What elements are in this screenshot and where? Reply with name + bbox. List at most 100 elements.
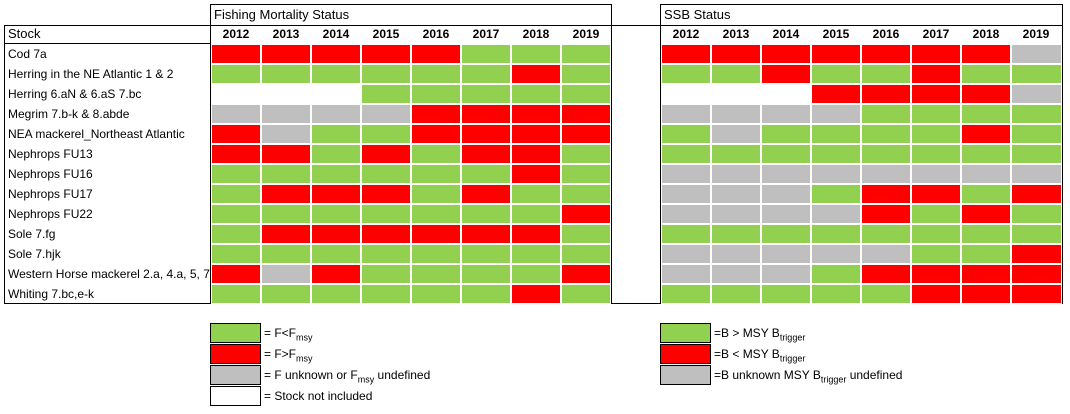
fishing-status-cell xyxy=(361,284,411,304)
fishing-legend-label: = Stock not included xyxy=(264,386,484,406)
fishing-status-cell xyxy=(311,184,361,204)
ssb-status-cell xyxy=(961,44,1011,64)
fishing-status-cell xyxy=(261,104,311,124)
ssb-status-cell xyxy=(1011,244,1062,264)
fishing-status-cell xyxy=(411,164,461,184)
ssb-legend-swatch xyxy=(660,323,711,343)
ssb-legend-swatch xyxy=(660,365,711,385)
ssb-status-cell xyxy=(1011,264,1062,284)
fishing-status-cell xyxy=(261,224,311,244)
fishing-status-cell xyxy=(261,144,311,164)
fishing-status-cell xyxy=(311,44,361,64)
ssb-legend-label: =B > MSY Btrigger xyxy=(714,323,934,343)
fishing-year-2012: 2012 xyxy=(222,27,250,41)
stock-name: Nephrops FU16 xyxy=(8,167,93,181)
ssb-status-cell xyxy=(711,84,761,104)
fishing-status-cell xyxy=(261,244,311,264)
fishing-status-cell xyxy=(411,64,461,84)
fishing-legend-label: = F>Fmsy xyxy=(264,344,484,364)
ssb-status-cell xyxy=(961,224,1011,244)
ssb-legend-subscript: trigger xyxy=(779,332,806,343)
fishing-legend-subscript: msy xyxy=(296,353,313,364)
ssb-status-cell xyxy=(711,144,761,164)
fishing-status-cell xyxy=(361,44,411,64)
fishing-status-cell xyxy=(261,164,311,184)
stock-column-divider xyxy=(210,25,211,304)
ssb-status-cell xyxy=(1011,84,1062,104)
fishing-status-cell xyxy=(261,124,311,144)
fishing-status-cell xyxy=(561,204,611,224)
fishing-status-cell xyxy=(411,224,461,244)
fishing-status-cell xyxy=(311,264,361,284)
ssb-status-cell xyxy=(661,64,711,84)
ssb-status-cell xyxy=(1011,164,1062,184)
ssb-status-cell xyxy=(861,224,911,244)
fishing-status-cell xyxy=(211,124,261,144)
ssb-year-2012: 2012 xyxy=(672,27,700,41)
fishing-status-cell xyxy=(411,104,461,124)
fishing-legend-text: = F unknown or F xyxy=(264,368,358,382)
fishing-status-cell xyxy=(311,204,361,224)
ssb-status-cell xyxy=(811,124,861,144)
ssb-status-cell xyxy=(661,164,711,184)
fishing-status-cell xyxy=(261,44,311,64)
fishing-year-2019: 2019 xyxy=(572,27,600,41)
stock-name: Megrim 7.b-k & 8.abde xyxy=(8,107,130,121)
ssb-status-cell xyxy=(811,264,861,284)
ssb-status-cell xyxy=(661,44,711,64)
fishing-status-cell xyxy=(411,244,461,264)
ssb-status-cell xyxy=(911,284,961,304)
stock-name: Nephrops FU17 xyxy=(8,187,93,201)
ssb-legend-text: =B < MSY B xyxy=(714,347,780,361)
gap-column-left xyxy=(611,25,612,304)
fishing-status-cell xyxy=(411,144,461,164)
fishing-status-cell xyxy=(511,284,561,304)
fishing-legend-text: = Stock not included xyxy=(264,389,373,403)
fishing-status-cell xyxy=(511,184,561,204)
fishing-status-cell xyxy=(311,144,361,164)
ssb-status-cell xyxy=(1011,284,1062,304)
ssb-status-cell xyxy=(761,164,811,184)
ssb-status-cell xyxy=(861,264,911,284)
fishing-status-cell xyxy=(361,64,411,84)
stock-name: Herring 6.aN & 6.aS 7.bc xyxy=(8,87,142,101)
fishing-status-cell xyxy=(461,164,511,184)
fishing-status-cell xyxy=(361,104,411,124)
fishing-status-cell xyxy=(361,124,411,144)
ssb-status-cell xyxy=(661,84,711,104)
fishing-status-cell xyxy=(511,264,561,284)
ssb-status-cell xyxy=(961,264,1011,284)
fishing-year-2017: 2017 xyxy=(472,27,500,41)
ssb-status-cell xyxy=(861,184,911,204)
ssb-status-cell xyxy=(911,264,961,284)
ssb-status-cell xyxy=(811,284,861,304)
ssb-status-cell xyxy=(961,164,1011,184)
ssb-status-cell xyxy=(861,244,911,264)
ssb-legend-subscript: trigger xyxy=(820,374,847,385)
ssb-year-2018: 2018 xyxy=(972,27,1000,41)
ssb-legend-text: =B unknown MSY B xyxy=(714,368,821,382)
fishing-status-cell xyxy=(511,64,561,84)
fishing-status-cell xyxy=(261,204,311,224)
fishing-status-cell xyxy=(311,124,361,144)
ssb-status-cell xyxy=(711,244,761,264)
ssb-status-cell xyxy=(661,224,711,244)
ssb-year-2017: 2017 xyxy=(922,27,950,41)
stock-column-header: Stock xyxy=(8,26,41,41)
ssb-year-2019: 2019 xyxy=(1022,27,1050,41)
fishing-status-cell xyxy=(311,164,361,184)
ssb-status-cell xyxy=(811,144,861,164)
ssb-status-cell xyxy=(711,164,761,184)
ssb-status-cell xyxy=(961,204,1011,224)
fishing-legend-label: = F<Fmsy xyxy=(264,323,484,343)
ssb-status-cell xyxy=(861,84,911,104)
fishing-status-cell xyxy=(411,204,461,224)
fishing-status-cell xyxy=(461,64,511,84)
fishing-status-cell xyxy=(361,244,411,264)
fishing-legend-swatch xyxy=(210,365,261,385)
stock-name: NEA mackerel_Northeast Atlantic xyxy=(8,127,185,141)
fishing-status-cell xyxy=(211,64,261,84)
fishing-status-cell xyxy=(361,84,411,104)
fishing-status-cell xyxy=(361,164,411,184)
ssb-status-cell xyxy=(761,44,811,64)
